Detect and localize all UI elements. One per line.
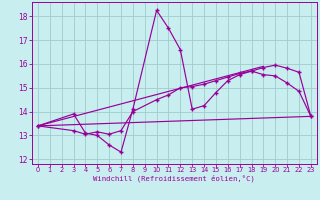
X-axis label: Windchill (Refroidissement éolien,°C): Windchill (Refroidissement éolien,°C)	[93, 175, 255, 182]
